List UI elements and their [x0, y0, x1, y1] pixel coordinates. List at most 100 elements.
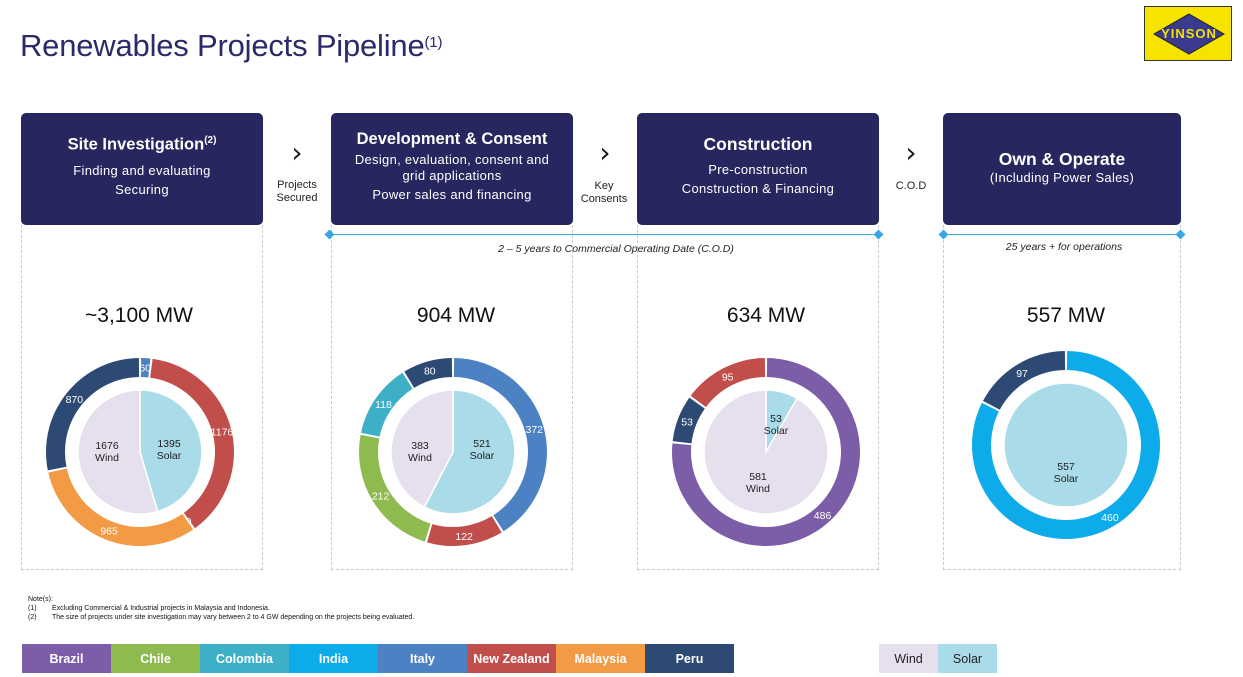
type-legend: Wind Solar: [879, 644, 997, 673]
stage-desc: grid applications: [402, 168, 502, 183]
donut-segment-chile: [359, 434, 431, 542]
company-logo: YINSON: [1144, 6, 1232, 61]
logo-text: YINSON: [1161, 26, 1217, 41]
chevron-right-icon: ›: [599, 136, 611, 169]
donut-segment-peru: [672, 397, 705, 444]
donut-segment-label: 965: [100, 526, 118, 538]
total-mw: ~3,100 MW: [85, 304, 193, 327]
transition-label: Key Consents: [580, 180, 628, 205]
stage-desc: Securing: [115, 181, 169, 197]
donut-segment-label: 372: [525, 424, 543, 436]
page-title: Renewables Projects Pipeline(1): [20, 28, 443, 63]
column-frame: [637, 225, 879, 570]
legend-item-chile: Chile: [111, 644, 200, 673]
country-legend: Brazil Chile Colombia India Italy New Zealand…: [22, 644, 734, 673]
inner-slice-wind: [390, 389, 454, 509]
notes-title: Note(s):: [28, 596, 53, 603]
stage-desc: Power sales and financing: [372, 187, 532, 202]
timeline-development: [331, 234, 879, 235]
stage-title: Site Investigation(2): [67, 135, 217, 154]
inner-slice-value: 521: [473, 438, 491, 450]
stage-own-operate: Own & Operate (Including Power Sales): [943, 113, 1181, 225]
donut-segment-new-zealand: [150, 358, 234, 529]
donut-segment-label: 486: [814, 510, 832, 522]
inner-slice-value: 581: [749, 471, 767, 483]
inner-slice-value: 557: [1057, 461, 1075, 473]
total-mw: 557 MW: [1026, 304, 1106, 327]
stage-title: Development & Consent: [356, 130, 548, 148]
inner-slice-type: Wind: [95, 452, 119, 464]
donut-segment-peru: [46, 358, 140, 471]
inner-slice-type: Solar: [157, 450, 182, 462]
donut-segment-new-zealand: [690, 358, 766, 408]
inner-slice-type: Solar: [1054, 473, 1079, 485]
donut-segment-label: 118: [375, 399, 392, 411]
inner-slice-solar: [423, 389, 516, 515]
stage-desc: Construction & Financing: [681, 181, 835, 196]
timeline-label: 25 years + for operations: [1005, 241, 1123, 253]
donut-segment-new-zealand: [427, 516, 502, 546]
donut-segment-label: 97: [1016, 368, 1028, 380]
inner-slice-type: Solar: [764, 425, 789, 437]
donut-segment-malaysia: [48, 468, 194, 546]
total-mw: 634 MW: [726, 304, 806, 327]
stage-development-consent: Development & Consent Design, evaluation…: [331, 113, 573, 225]
inner-slice-value: 1395: [157, 438, 181, 450]
total-mw: 904 MW: [416, 304, 496, 327]
donut-segment-italy: [453, 358, 547, 532]
transition-label: C.O.D: [895, 180, 927, 192]
donut-segment-label: 53: [681, 417, 693, 429]
donut-segment-label: 0: [186, 516, 192, 528]
donut-segment-italy: [140, 358, 151, 378]
inner-slice-wind: [703, 389, 829, 515]
donut-segment-colombia: [360, 372, 413, 437]
legend-item-malaysia: Malaysia: [556, 644, 645, 673]
donut-segment-label: 870: [66, 394, 84, 406]
inner-slice-value: 383: [411, 440, 429, 452]
inner-slice-value: 1676: [95, 440, 119, 452]
stage-desc: (Including Power Sales): [989, 170, 1135, 185]
inner-slice-value: 53: [770, 413, 782, 425]
legend-item-brazil: Brazil: [22, 644, 111, 673]
legend-item-wind: Wind: [879, 644, 938, 673]
donut-segment-label: 212: [372, 491, 390, 503]
legend-item-italy: Italy: [378, 644, 467, 673]
inner-slice-type: Solar: [470, 450, 495, 462]
inner-slice-solar: [1003, 382, 1129, 508]
stage-desc: Design, evaluation, consent and: [354, 152, 550, 167]
donut-segment-label: 95: [722, 372, 734, 384]
inner-slice-wind: [77, 389, 159, 515]
inner-slice-solar: [139, 389, 203, 513]
legend-item-peru: Peru: [645, 644, 734, 673]
footnote: (2) The size of projects under site inves…: [28, 614, 415, 621]
stage-desc: Pre-construction: [708, 162, 808, 177]
legend-item-india: India: [289, 644, 378, 673]
donut-segment-label: 80: [424, 366, 436, 378]
chevron-right-icon: ›: [905, 136, 917, 169]
logo-diamond-icon: [1153, 13, 1225, 55]
transition-label: Projects Secured: [276, 179, 318, 204]
legend-item-colombia: Colombia: [200, 644, 289, 673]
donut-segment-label: 460: [1101, 512, 1119, 524]
legend-item-new-zealand: New Zealand: [467, 644, 556, 673]
stage-title: Construction: [703, 134, 813, 154]
timeline-label: 2 – 5 years to Commercial Operating Date…: [498, 243, 734, 255]
donut-segment-peru: [982, 351, 1066, 410]
donut-segment-label: 60: [139, 363, 151, 375]
legend-item-solar: Solar: [938, 644, 997, 673]
column-frame: [21, 225, 263, 570]
footnote: (1) Excluding Commercial & Industrial pro…: [28, 605, 270, 612]
stage-site-investigation: Site Investigation(2) Finding and evalua…: [21, 113, 263, 225]
timeline-operations: [943, 234, 1181, 235]
chevron-right-icon: ›: [291, 136, 303, 169]
stage-construction: Construction Pre-construction Constructi…: [637, 113, 879, 225]
column-frame: [943, 225, 1181, 570]
column-frame: [331, 225, 573, 570]
footnotes: Note(s): (1) Excluding Commercial & Indus…: [28, 595, 414, 622]
donut-segment-label: 122: [455, 531, 473, 543]
donut-segment-peru: [404, 358, 453, 388]
inner-slice-type: Wind: [746, 483, 770, 495]
